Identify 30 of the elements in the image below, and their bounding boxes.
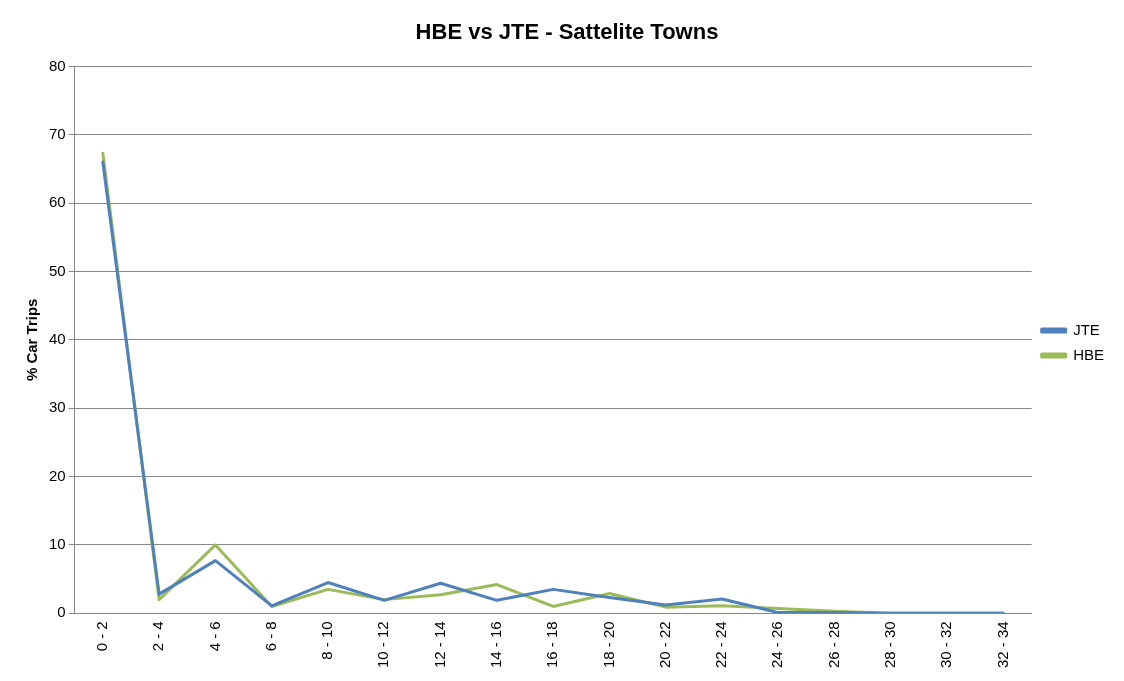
x-tick-label: 2 - 4: [149, 621, 167, 652]
x-tick-label: 28 - 30: [881, 621, 899, 668]
x-tick-label: 26 - 28: [824, 621, 842, 668]
y-axis-title: % Car Trips: [23, 298, 41, 382]
x-tick-label: 16 - 18: [543, 621, 561, 668]
x-tick-label: 10 - 12: [374, 621, 392, 668]
legend-label: HBE: [1073, 345, 1104, 363]
x-tick-label: 8 - 10: [318, 621, 336, 660]
x-tick-label: 14 - 16: [487, 621, 505, 668]
x-tick-label: 22 - 24: [712, 621, 730, 668]
y-tick-label: 70: [49, 124, 66, 142]
legend-label: JTE: [1073, 320, 1100, 338]
x-tick-label: 0 - 2: [92, 621, 110, 652]
y-tick-label: 10: [49, 535, 66, 553]
y-tick-label: 30: [49, 398, 66, 416]
y-tick-label: 20: [49, 466, 66, 484]
chart-title: HBE vs JTE - Sattelite Towns: [415, 19, 719, 45]
x-tick-label: 6 - 8: [261, 621, 279, 652]
x-tick-label: 24 - 26: [768, 621, 786, 668]
y-tick-label: 50: [49, 261, 66, 279]
y-tick-label: 80: [49, 56, 66, 74]
x-tick-label: 20 - 22: [655, 621, 673, 668]
x-tick-label: 30 - 32: [937, 621, 955, 668]
y-tick-label: 0: [57, 603, 66, 621]
x-tick-label: 18 - 20: [599, 621, 617, 668]
x-tick-label: 12 - 14: [430, 621, 448, 668]
y-tick-label: 40: [49, 329, 66, 347]
x-tick-label: 4 - 6: [205, 621, 223, 652]
y-tick-label: 60: [49, 193, 66, 211]
x-tick-label: 32 - 34: [993, 621, 1011, 668]
